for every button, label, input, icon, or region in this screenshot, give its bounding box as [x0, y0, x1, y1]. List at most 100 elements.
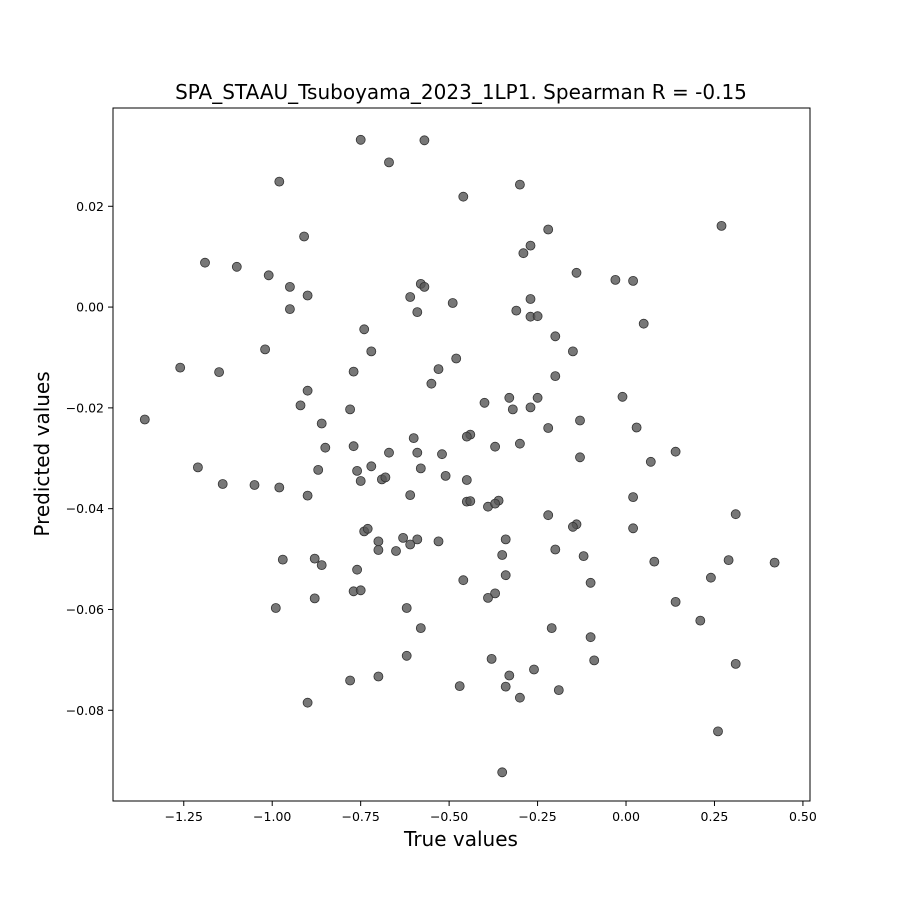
x-tick-label: 0.25 — [701, 809, 729, 824]
data-point-110 — [723, 555, 734, 565]
x-axis-title: True values — [403, 827, 518, 851]
data-point-68 — [645, 456, 656, 467]
data-point-75 — [355, 476, 366, 486]
data-point-83 — [405, 490, 416, 501]
data-point-107 — [578, 551, 589, 561]
data-point-16 — [284, 304, 295, 315]
data-point-34 — [568, 346, 578, 357]
data-point-86 — [465, 496, 476, 507]
data-point-38 — [348, 366, 359, 377]
data-point-131 — [401, 650, 412, 661]
data-point-139 — [454, 681, 465, 691]
data-point-128 — [415, 623, 426, 633]
data-point-14 — [284, 281, 295, 292]
data-point-12 — [231, 261, 242, 272]
data-point-51 — [139, 414, 150, 425]
data-point-103 — [373, 545, 384, 555]
data-point-121 — [490, 588, 501, 599]
data-point-19 — [628, 275, 638, 286]
data-point-80 — [249, 480, 260, 490]
data-point-39 — [433, 364, 444, 375]
data-point-52 — [316, 418, 327, 429]
y-axis-title: Predicted values — [30, 371, 54, 536]
data-point-125 — [270, 603, 281, 613]
data-point-81 — [274, 482, 285, 493]
data-point-90 — [543, 510, 554, 521]
x-tick-label: −0.75 — [342, 809, 380, 824]
data-point-145 — [497, 767, 508, 778]
data-point-64 — [384, 447, 394, 458]
data-point-44 — [504, 392, 515, 403]
data-point-118 — [585, 577, 596, 588]
data-point-42 — [302, 385, 313, 396]
x-tick-label: −0.25 — [518, 809, 556, 824]
data-point-138 — [345, 675, 356, 686]
data-point-41 — [426, 378, 437, 389]
data-point-5 — [515, 179, 525, 190]
data-point-105 — [550, 544, 561, 555]
data-point-63 — [670, 446, 681, 457]
x-tick-label: −1.00 — [253, 809, 291, 824]
data-point-91 — [730, 509, 741, 520]
data-point-6 — [716, 220, 727, 231]
data-point-2 — [419, 135, 430, 146]
x-tick-label: 0.50 — [789, 809, 817, 824]
data-point-0 — [355, 134, 366, 145]
y-tick-label: −0.02 — [66, 400, 104, 415]
data-point-22 — [405, 292, 416, 302]
data-point-43 — [617, 391, 628, 402]
data-point-142 — [515, 692, 525, 703]
data-point-144 — [713, 726, 723, 737]
data-point-111 — [769, 557, 780, 568]
data-point-140 — [500, 681, 511, 692]
data-point-61 — [490, 441, 501, 452]
data-point-60 — [320, 442, 331, 453]
data-point-36 — [175, 362, 186, 373]
data-point-45 — [532, 392, 543, 403]
data-point-93 — [568, 521, 578, 532]
data-point-73 — [415, 463, 426, 474]
data-point-89 — [490, 498, 501, 509]
data-point-17 — [571, 267, 582, 278]
data-point-109 — [309, 553, 320, 564]
data-point-47 — [479, 397, 490, 408]
data-point-112 — [316, 560, 327, 570]
data-point-102 — [500, 534, 511, 545]
data-point-24 — [525, 294, 536, 304]
data-point-69 — [192, 462, 203, 473]
data-point-21 — [419, 281, 430, 292]
data-point-3 — [274, 176, 285, 187]
data-point-84 — [628, 492, 638, 503]
y-tick-label: −0.04 — [66, 501, 104, 516]
data-point-100 — [405, 539, 416, 550]
data-point-55 — [631, 422, 642, 433]
data-point-11 — [200, 257, 210, 268]
data-point-98 — [412, 534, 423, 545]
data-point-79 — [217, 479, 228, 489]
data-point-99 — [373, 536, 384, 547]
data-point-27 — [532, 311, 543, 322]
chart-title: SPA_STAAU_Tsuboyama_2023_1LP1. Spearman … — [175, 80, 747, 104]
data-point-15 — [302, 290, 313, 301]
data-point-28 — [412, 307, 423, 318]
data-point-106 — [497, 550, 508, 560]
data-point-35 — [451, 353, 462, 364]
y-axis-ticks: −0.08 −0.06 −0.04 −0.02 0.00 0.02 — [66, 199, 113, 718]
data-point-70 — [313, 464, 324, 475]
data-point-120 — [355, 585, 366, 596]
data-point-97 — [398, 533, 409, 543]
data-point-59 — [348, 441, 359, 452]
data-point-78 — [461, 475, 472, 485]
data-point-82 — [302, 490, 313, 501]
data-point-49 — [507, 404, 518, 415]
data-point-132 — [486, 654, 497, 664]
data-point-137 — [373, 671, 384, 682]
data-point-123 — [309, 593, 320, 604]
data-point-66 — [437, 449, 447, 460]
data-point-18 — [610, 274, 621, 285]
data-point-1 — [384, 157, 394, 168]
data-point-32 — [260, 344, 271, 355]
data-point-46 — [295, 400, 306, 411]
data-point-29 — [638, 318, 649, 329]
